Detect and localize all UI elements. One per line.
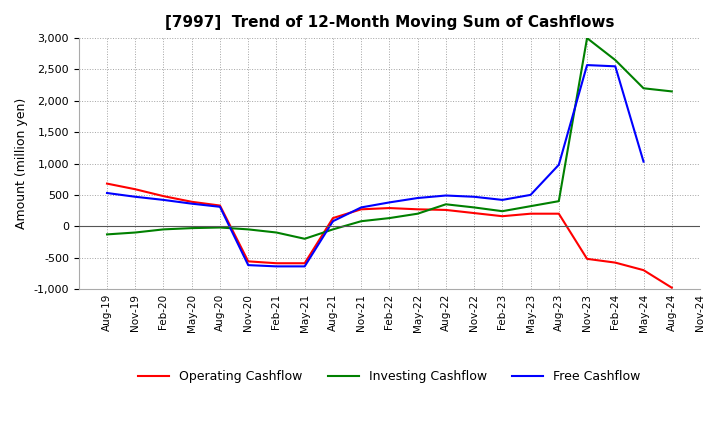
Operating Cashflow — [187, 199, 196, 205]
Operating Cashflow — [639, 268, 648, 273]
Line: Free Cashflow: Free Cashflow — [107, 65, 644, 266]
Investing Cashflow — [498, 209, 507, 214]
Investing Cashflow — [103, 232, 112, 237]
Free Cashflow — [357, 205, 366, 210]
Operating Cashflow — [385, 205, 394, 211]
Free Cashflow — [639, 159, 648, 164]
Investing Cashflow — [357, 219, 366, 224]
Free Cashflow — [582, 62, 591, 68]
Investing Cashflow — [611, 57, 620, 62]
Investing Cashflow — [131, 230, 140, 235]
Investing Cashflow — [216, 225, 225, 230]
Free Cashflow — [469, 194, 478, 199]
Investing Cashflow — [441, 202, 450, 207]
Operating Cashflow — [300, 260, 309, 266]
Free Cashflow — [611, 64, 620, 69]
Free Cashflow — [300, 264, 309, 269]
Operating Cashflow — [526, 211, 535, 216]
Legend: Operating Cashflow, Investing Cashflow, Free Cashflow: Operating Cashflow, Investing Cashflow, … — [133, 365, 646, 388]
Operating Cashflow — [328, 216, 337, 221]
Title: [7997]  Trend of 12-Month Moving Sum of Cashflows: [7997] Trend of 12-Month Moving Sum of C… — [165, 15, 614, 30]
Free Cashflow — [498, 197, 507, 202]
Investing Cashflow — [159, 227, 168, 232]
Operating Cashflow — [554, 211, 563, 216]
Free Cashflow — [441, 193, 450, 198]
Investing Cashflow — [667, 89, 676, 94]
Operating Cashflow — [159, 194, 168, 199]
Operating Cashflow — [582, 256, 591, 261]
Free Cashflow — [328, 219, 337, 224]
Y-axis label: Amount (million yen): Amount (million yen) — [15, 98, 28, 229]
Investing Cashflow — [300, 236, 309, 242]
Free Cashflow — [413, 195, 422, 201]
Free Cashflow — [526, 192, 535, 198]
Operating Cashflow — [103, 181, 112, 186]
Operating Cashflow — [357, 207, 366, 212]
Line: Investing Cashflow: Investing Cashflow — [107, 38, 672, 239]
Investing Cashflow — [639, 86, 648, 91]
Investing Cashflow — [582, 36, 591, 41]
Investing Cashflow — [328, 227, 337, 232]
Free Cashflow — [244, 263, 253, 268]
Free Cashflow — [187, 201, 196, 206]
Investing Cashflow — [469, 205, 478, 210]
Investing Cashflow — [244, 227, 253, 232]
Free Cashflow — [272, 264, 281, 269]
Operating Cashflow — [413, 207, 422, 212]
Operating Cashflow — [469, 210, 478, 216]
Investing Cashflow — [554, 198, 563, 204]
Free Cashflow — [159, 197, 168, 202]
Operating Cashflow — [611, 260, 620, 265]
Operating Cashflow — [244, 259, 253, 264]
Free Cashflow — [103, 191, 112, 196]
Operating Cashflow — [272, 260, 281, 266]
Investing Cashflow — [272, 230, 281, 235]
Line: Operating Cashflow: Operating Cashflow — [107, 183, 672, 288]
Operating Cashflow — [441, 207, 450, 213]
Operating Cashflow — [498, 213, 507, 219]
Free Cashflow — [131, 194, 140, 199]
Free Cashflow — [216, 204, 225, 209]
Operating Cashflow — [131, 187, 140, 192]
Investing Cashflow — [385, 216, 394, 221]
Operating Cashflow — [667, 285, 676, 290]
Investing Cashflow — [413, 211, 422, 216]
Free Cashflow — [554, 162, 563, 168]
Investing Cashflow — [526, 204, 535, 209]
Investing Cashflow — [187, 225, 196, 231]
Free Cashflow — [385, 200, 394, 205]
Operating Cashflow — [216, 203, 225, 208]
